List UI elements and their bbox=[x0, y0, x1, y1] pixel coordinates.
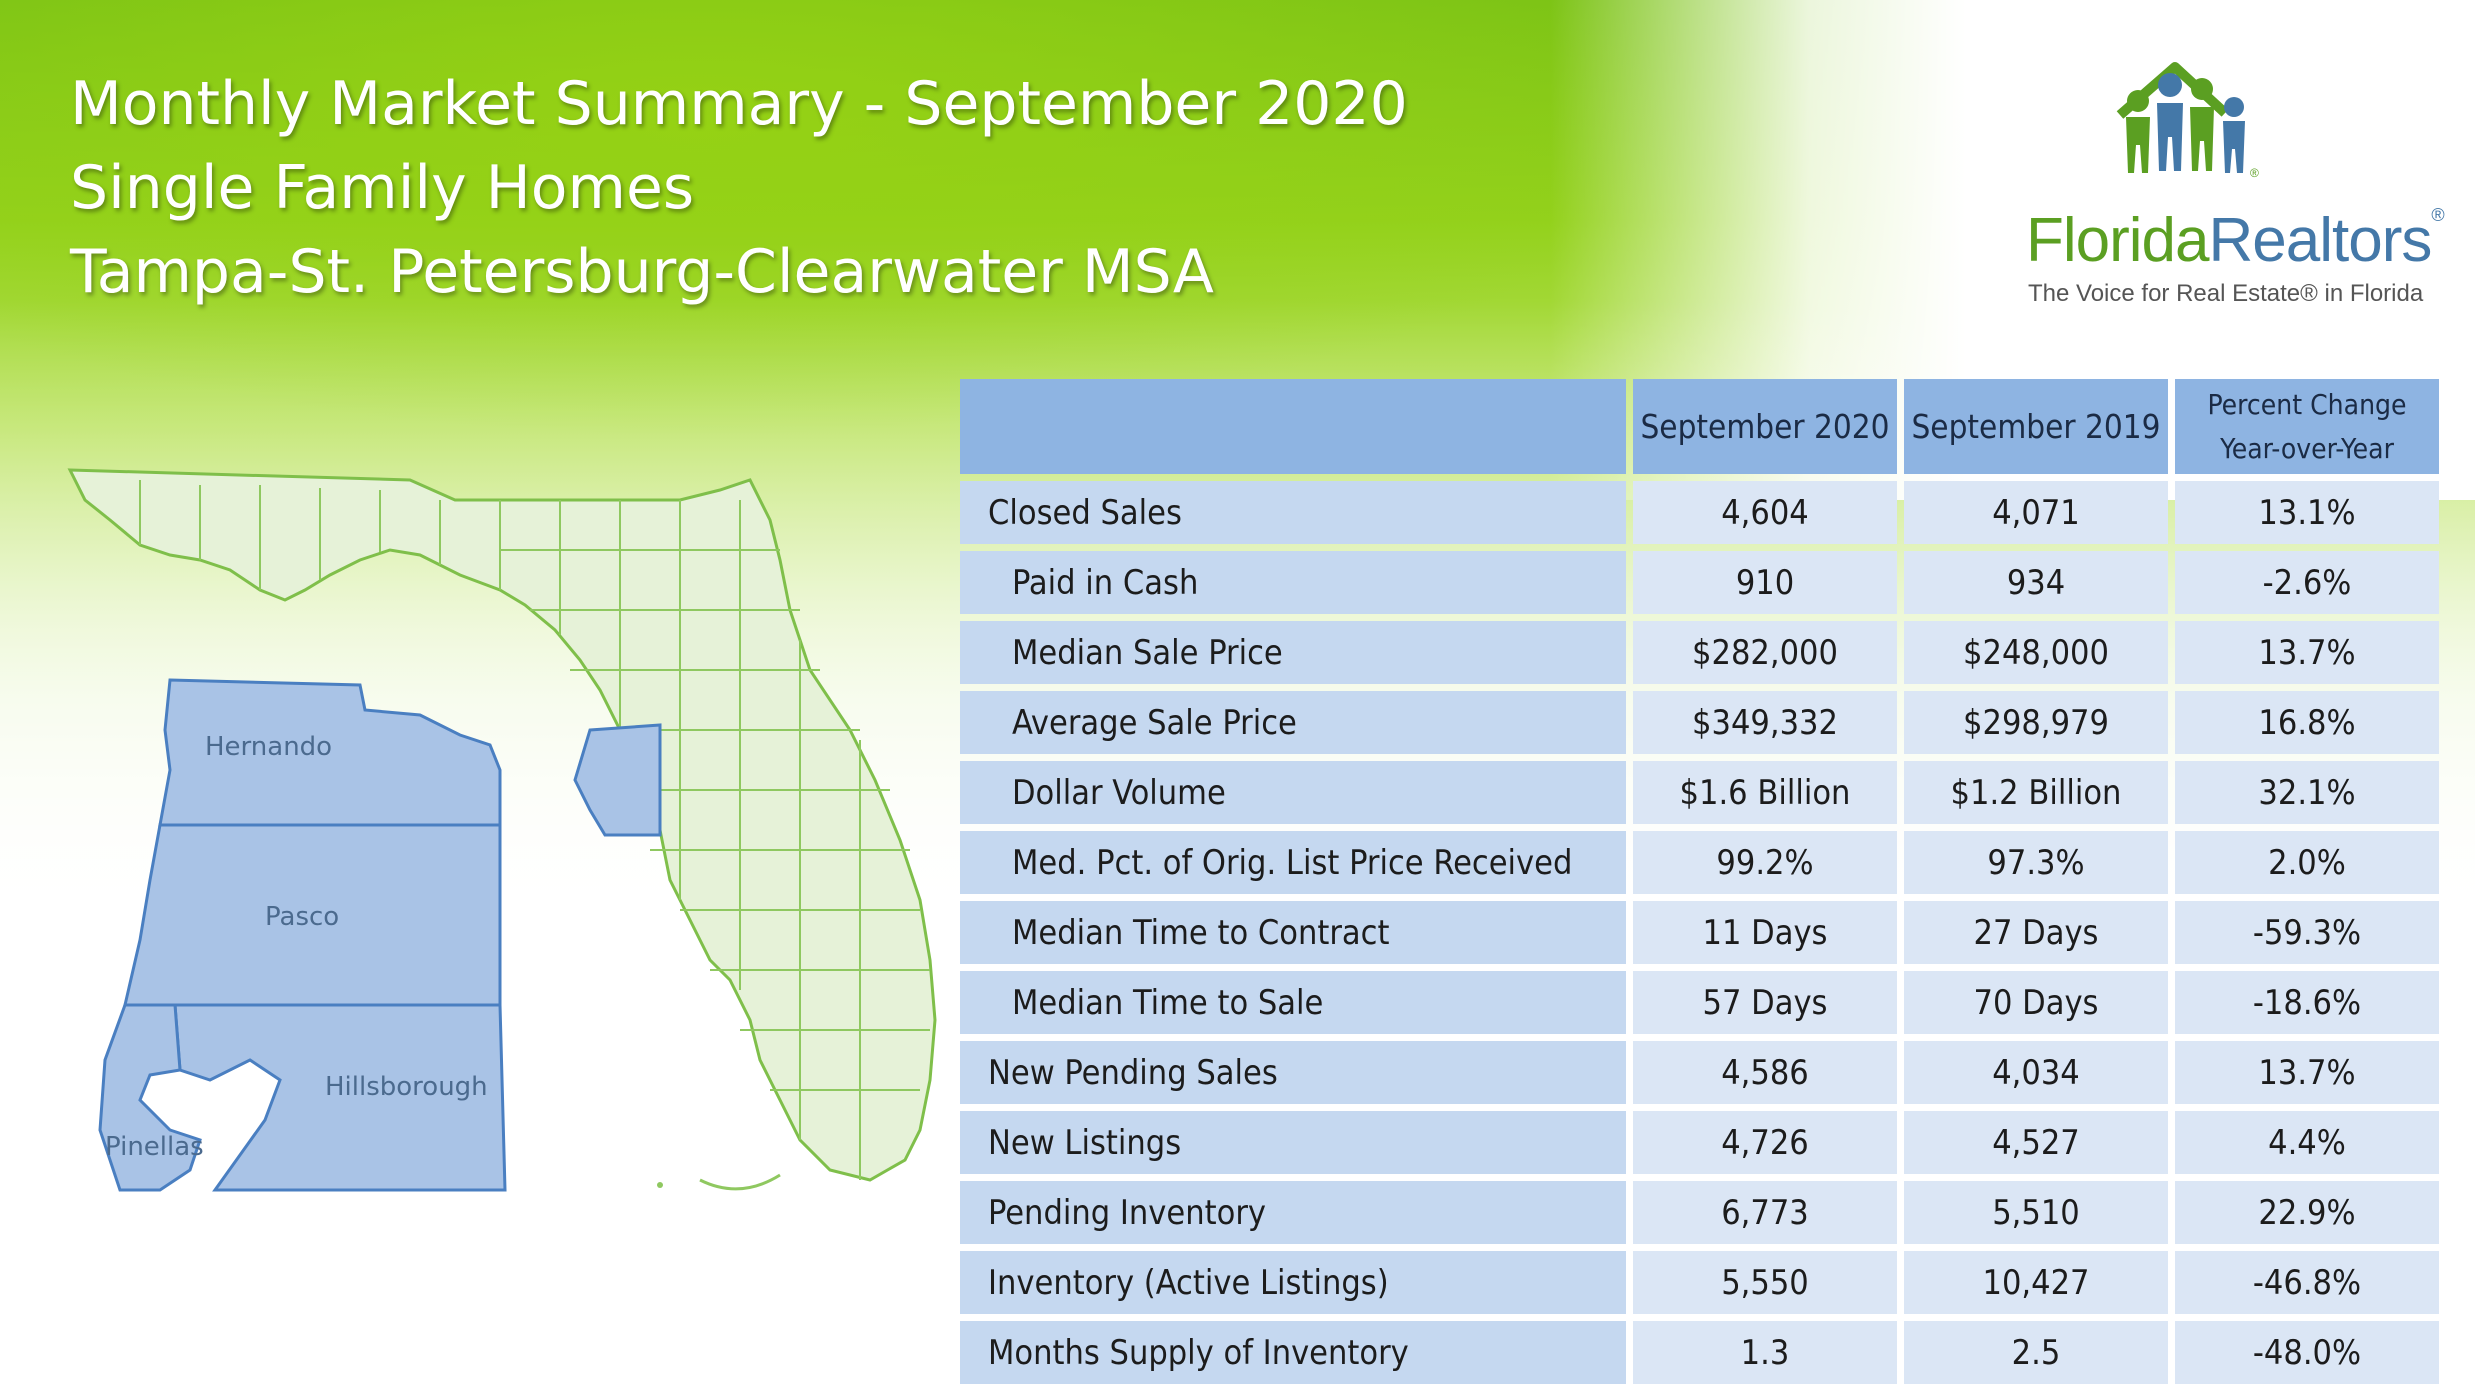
tampa-area-highlight bbox=[573, 723, 662, 837]
cell-percent-change: 13.1% bbox=[2175, 481, 2439, 544]
row-label: Median Time to Sale bbox=[960, 971, 1626, 1034]
table-row: Pending Inventory 6,773 5,510 22.9% bbox=[960, 1181, 2439, 1244]
cell-sep2019: 27 Days bbox=[1904, 901, 2168, 964]
cell-sep2020: 4,604 bbox=[1633, 481, 1897, 544]
cell-sep2020: 57 Days bbox=[1633, 971, 1897, 1034]
cell-percent-change: -59.3% bbox=[2175, 901, 2439, 964]
page-title: Monthly Market Summary - September 2020 bbox=[70, 69, 1408, 139]
table-row: Average Sale Price $349,332 $298,979 16.8% bbox=[960, 691, 2439, 754]
cell-percent-change: -48.0% bbox=[2175, 1321, 2439, 1384]
title-block: Monthly Market Summary - September 2020 … bbox=[70, 62, 1408, 314]
row-label: Average Sale Price bbox=[960, 691, 1626, 754]
logo-registered-mark: ® bbox=[2431, 205, 2444, 225]
map-label-pinellas: Pinellas bbox=[105, 1132, 204, 1162]
cell-sep2020: 910 bbox=[1633, 551, 1897, 614]
florida-county-map: Hernando Pasco Hillsborough Pinellas bbox=[67, 468, 937, 1192]
logo-word-florida: Florida bbox=[2026, 206, 2210, 275]
table-row: Med. Pct. of Orig. List Price Received 99… bbox=[960, 831, 2439, 894]
cell-percent-change: -46.8% bbox=[2175, 1251, 2439, 1314]
table-row: Paid in Cash 910 934 -2.6% bbox=[960, 551, 2439, 614]
table-row: Closed Sales 4,604 4,071 13.1% bbox=[960, 481, 2439, 544]
cell-sep2019: 5,510 bbox=[1904, 1181, 2168, 1244]
cell-sep2020: 4,586 bbox=[1633, 1041, 1897, 1104]
cell-sep2019: 97.3% bbox=[1904, 831, 2168, 894]
cell-sep2019: 10,427 bbox=[1904, 1251, 2168, 1314]
cell-percent-change: 32.1% bbox=[2175, 761, 2439, 824]
row-label: Pending Inventory bbox=[960, 1181, 1626, 1244]
cell-sep2019: 70 Days bbox=[1904, 971, 2168, 1034]
market-summary-table-container: September 2020 September 2019 Percent Ch… bbox=[953, 372, 2453, 1391]
cell-sep2020: 6,773 bbox=[1633, 1181, 1897, 1244]
market-summary-table: September 2020 September 2019 Percent Ch… bbox=[953, 372, 2446, 1391]
header-cell-sep2019: September 2019 bbox=[1904, 379, 2168, 474]
table-body: Closed Sales 4,604 4,071 13.1% Paid in Cash 9… bbox=[960, 481, 2439, 1384]
county-borders bbox=[139, 480, 930, 1180]
cell-percent-change: 22.9% bbox=[2175, 1181, 2439, 1244]
table-row: New Listings 4,726 4,527 4.4% bbox=[960, 1111, 2439, 1174]
header-cell-sep2020: September 2020 bbox=[1633, 379, 1897, 474]
pinellas-county bbox=[98, 1003, 202, 1192]
cell-percent-change: 16.8% bbox=[2175, 691, 2439, 754]
cell-percent-change: 13.7% bbox=[2175, 621, 2439, 684]
cell-percent-change: -18.6% bbox=[2175, 971, 2439, 1034]
table-header-row: September 2020 September 2019 Percent Ch… bbox=[960, 379, 2439, 474]
header-percent-change-line1: Percent Change bbox=[2207, 387, 2407, 421]
region-title: Tampa-St. Petersburg-Clearwater MSA bbox=[70, 237, 1214, 307]
logo-word-realtors: Realtors bbox=[2208, 206, 2433, 275]
logo-wordmark: FloridaRealtors® bbox=[2026, 205, 2445, 276]
map-label-pasco: Pasco bbox=[265, 902, 339, 932]
row-label: Median Time to Contract bbox=[960, 901, 1626, 964]
cell-percent-change: 13.7% bbox=[2175, 1041, 2439, 1104]
cell-sep2020: 99.2% bbox=[1633, 831, 1897, 894]
table-row: New Pending Sales 4,586 4,034 13.7% bbox=[960, 1041, 2439, 1104]
header-percent-change-line2: Year-over-Year bbox=[2220, 431, 2394, 465]
cell-sep2020: 11 Days bbox=[1633, 901, 1897, 964]
cell-sep2019: $1.2 Billion bbox=[1904, 761, 2168, 824]
row-label: Months Supply of Inventory bbox=[960, 1321, 1626, 1384]
cell-sep2019: 934 bbox=[1904, 551, 2168, 614]
cell-sep2020: 1.3 bbox=[1633, 1321, 1897, 1384]
cell-sep2020: $282,000 bbox=[1633, 621, 1897, 684]
house-people-icon: ® bbox=[2116, 62, 2259, 180]
row-label: Paid in Cash bbox=[960, 551, 1626, 614]
cell-percent-change: 2.0% bbox=[2175, 831, 2439, 894]
cell-sep2020: $1.6 Billion bbox=[1633, 761, 1897, 824]
header-cell-percent-change: Percent Change Year-over-Year bbox=[2175, 379, 2439, 474]
hernando-county bbox=[158, 678, 502, 827]
logo-tagline: The Voice for Real Estate® in Florida bbox=[2028, 280, 2424, 307]
cell-sep2019: 4,527 bbox=[1904, 1111, 2168, 1174]
msa-inset-map bbox=[98, 678, 507, 1192]
table-row: Median Time to Sale 57 Days 70 Days -18.6% bbox=[960, 971, 2439, 1034]
row-label: Closed Sales bbox=[960, 481, 1626, 544]
row-label: Med. Pct. of Orig. List Price Received bbox=[960, 831, 1626, 894]
florida-keys bbox=[699, 1173, 781, 1191]
cell-sep2020: 4,726 bbox=[1633, 1111, 1897, 1174]
cell-sep2020: $349,332 bbox=[1633, 691, 1897, 754]
cell-sep2019: $298,979 bbox=[1904, 691, 2168, 754]
table-row: Months Supply of Inventory 1.3 2.5 -48.0% bbox=[960, 1321, 2439, 1384]
page-subtitle: Single Family Homes bbox=[70, 153, 695, 223]
table-row: Median Time to Contract 11 Days 27 Days -59… bbox=[960, 901, 2439, 964]
table-row: Dollar Volume $1.6 Billion $1.2 Billion 32.… bbox=[960, 761, 2439, 824]
cell-sep2019: $248,000 bbox=[1904, 621, 2168, 684]
header-cell-metric bbox=[960, 379, 1626, 474]
svg-text:®: ® bbox=[2250, 166, 2259, 180]
row-label: Dollar Volume bbox=[960, 761, 1626, 824]
cell-sep2019: 4,071 bbox=[1904, 481, 2168, 544]
cell-sep2019: 4,034 bbox=[1904, 1041, 2168, 1104]
cell-sep2020: 5,550 bbox=[1633, 1251, 1897, 1314]
table-row: Inventory (Active Listings) 5,550 10,427 -4… bbox=[960, 1251, 2439, 1314]
row-label: New Pending Sales bbox=[960, 1041, 1626, 1104]
cell-percent-change: 4.4% bbox=[2175, 1111, 2439, 1174]
row-label: Inventory (Active Listings) bbox=[960, 1251, 1626, 1314]
map-label-hernando: Hernando bbox=[205, 732, 332, 762]
row-label: New Listings bbox=[960, 1111, 1626, 1174]
cell-sep2019: 2.5 bbox=[1904, 1321, 2168, 1384]
table-row: Median Sale Price $282,000 $248,000 13.7% bbox=[960, 621, 2439, 684]
cell-percent-change: -2.6% bbox=[2175, 551, 2439, 614]
hillsborough-county bbox=[173, 1003, 507, 1192]
florida-realtors-logo: ® FloridaRealtors® The Voice for Real Es… bbox=[2010, 55, 2450, 325]
map-label-hillsborough: Hillsborough bbox=[325, 1072, 488, 1102]
row-label: Median Sale Price bbox=[960, 621, 1626, 684]
